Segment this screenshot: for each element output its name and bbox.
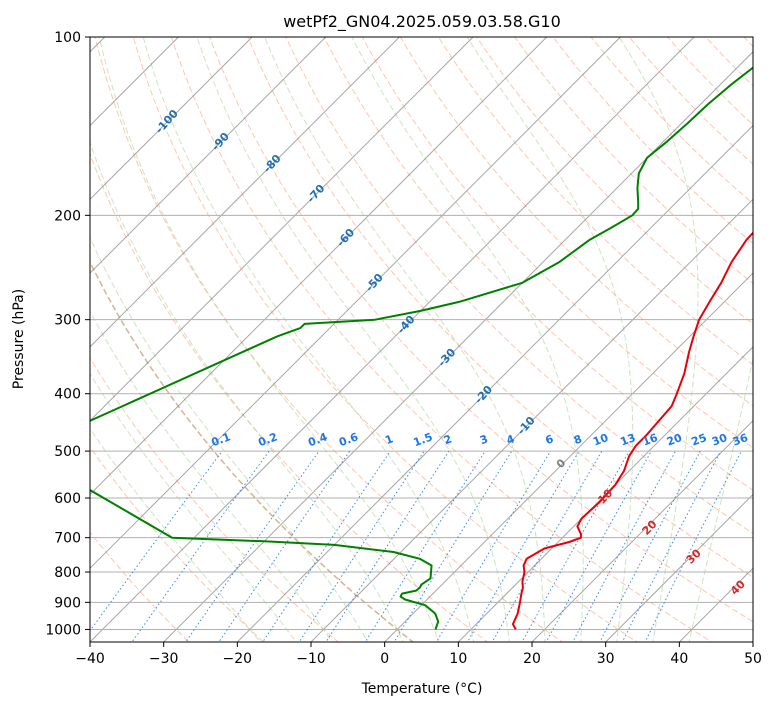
mixing-ratio-label: 30 xyxy=(710,431,729,449)
mixing-ratio-label: 6 xyxy=(544,432,556,447)
y-tick-label: 600 xyxy=(54,491,81,507)
dry-adiabat-line xyxy=(209,37,753,623)
dry-adiabat-line xyxy=(90,152,489,642)
mixing-ratio-label: 20 xyxy=(665,431,684,449)
mixing-ratio-label: 36 xyxy=(731,431,750,449)
isotherm-line xyxy=(310,198,753,642)
mixing-ratio-label: 8 xyxy=(572,432,584,447)
dry-adiabat-line xyxy=(285,37,753,534)
mixing-ratio-line xyxy=(298,450,425,642)
y-tick-label: 200 xyxy=(54,208,81,224)
mixing-ratio-line xyxy=(131,450,270,642)
y-tick-label: 100 xyxy=(54,30,81,46)
isotherm-line xyxy=(90,37,621,569)
dry-adiabat-line xyxy=(90,445,265,642)
temperature-profile-line xyxy=(511,231,753,630)
mixing-ratio-label: 16 xyxy=(641,431,660,449)
y-axis-label: Pressure (hPa) xyxy=(11,289,27,389)
dry-adiabat-line xyxy=(438,37,753,366)
x-tick-label: −40 xyxy=(75,651,105,667)
dry-adiabat-line xyxy=(132,37,638,642)
mixing-ratio-label: 25 xyxy=(690,431,709,448)
isotherm-line xyxy=(90,37,695,642)
isotherm-line xyxy=(604,493,753,642)
y-tick-label: 400 xyxy=(54,387,81,403)
mixing-ratio-line xyxy=(521,450,630,642)
y-tick-label: 800 xyxy=(54,565,81,581)
isotherm-line xyxy=(457,346,753,642)
isotherm-line xyxy=(90,37,327,274)
mixing-ratio-line xyxy=(218,450,351,642)
mixing-ratio-label: 3 xyxy=(478,432,490,447)
y-tick-label: 300 xyxy=(54,313,81,329)
mixing-ratio-label: 1.5 xyxy=(412,430,435,449)
dry-adiabat-line xyxy=(323,37,753,491)
x-tick-label: 0 xyxy=(380,651,389,667)
plot-series xyxy=(90,66,753,630)
mixing-ratio-line xyxy=(435,450,552,642)
mixing-ratio-line xyxy=(262,450,391,642)
mixing-ratio-line xyxy=(644,450,742,642)
mixing-ratio-label: 0.6 xyxy=(337,430,360,449)
dry-adiabat-line xyxy=(90,531,190,642)
mixing-ratio-line xyxy=(491,450,603,642)
mixing-ratio-label: 4 xyxy=(505,432,517,447)
mixing-ratio-label: 1 xyxy=(383,432,395,447)
mixing-ratio-label: 2 xyxy=(442,432,454,447)
isotherm-line xyxy=(90,37,548,496)
dry-adiabat-line xyxy=(628,37,753,165)
isotherm-line xyxy=(90,37,253,201)
y-tick-label: 500 xyxy=(54,444,81,460)
x-tick-label: 30 xyxy=(597,651,615,667)
x-axis-label: Temperature (°C) xyxy=(361,681,483,697)
plot-grid xyxy=(90,37,753,642)
x-tick-label: −20 xyxy=(223,651,253,667)
y-tick-label: 1000 xyxy=(45,622,81,638)
dry-adiabat-line xyxy=(361,37,753,449)
mixing-ratio-label: 0.2 xyxy=(256,430,279,449)
plot-background xyxy=(90,37,753,642)
isotherm-line xyxy=(90,37,400,348)
y-tick-label: 700 xyxy=(54,531,81,547)
dry-adiabat-line xyxy=(399,37,753,407)
reference-dry-adiabat xyxy=(90,260,415,642)
mixing-ratio-line xyxy=(466,450,580,642)
isotherm-line xyxy=(531,419,753,642)
mixing-ratio-label: 0.1 xyxy=(210,430,233,449)
isotherm-line xyxy=(90,37,474,422)
axes: −40 −30 −20 −10 0 10 20 30 40 50 1000 900 800 700 600 5… xyxy=(45,30,762,667)
mixing-ratio-label: 0.4 xyxy=(306,430,329,449)
y-tick-label: 900 xyxy=(54,595,81,611)
mixing-ratio-line xyxy=(185,450,320,642)
dewpoint-profile-line xyxy=(90,66,753,630)
plot-frame xyxy=(89,36,754,643)
x-tick-label: −10 xyxy=(296,651,326,667)
x-tick-label: 10 xyxy=(449,651,467,667)
mixing-ratio-label: 10 xyxy=(591,431,610,449)
x-tick-label: 40 xyxy=(670,651,688,667)
chart-title: wetPf2_GN04.2025.059.03.58.G10 xyxy=(283,12,561,32)
mixing-ratio-line xyxy=(545,450,652,642)
mixing-ratio-line xyxy=(325,450,450,642)
mixing-ratio-label: 13 xyxy=(619,431,638,448)
x-tick-label: 20 xyxy=(523,651,541,667)
x-tick-label: 50 xyxy=(744,651,762,667)
x-tick-label: −30 xyxy=(149,651,179,667)
isotherm-line xyxy=(236,124,753,642)
isotherm-line xyxy=(162,51,753,642)
dry-adiabat-line xyxy=(170,37,713,642)
isotherm-line xyxy=(383,272,753,642)
dry-adiabat-line xyxy=(94,37,564,642)
